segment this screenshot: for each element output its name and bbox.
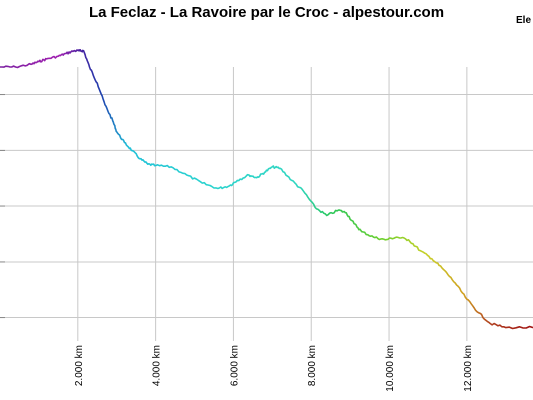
- x-tick-label-2: 6.000 km: [229, 345, 240, 386]
- x-axis-ticks: 2.000 km 4.000 km 6.000 km 8.000 km 10.000 k…: [74, 345, 474, 392]
- chart-title: La Feclaz - La Ravoire par le Croc - alp…: [88, 4, 445, 21]
- x-tick-label-3: 8.000 km: [307, 345, 318, 386]
- legend-label: Ele: [516, 15, 532, 26]
- plot-grid: [0, 67, 533, 341]
- x-tick-label-5: 12.000 km: [463, 345, 474, 392]
- x-tick-label-0: 2.000 km: [74, 345, 85, 386]
- elevation-line: [0, 49, 533, 330]
- x-tick-label-1: 4.000 km: [152, 345, 163, 386]
- x-tick-label-4: 10.000 km: [385, 345, 396, 392]
